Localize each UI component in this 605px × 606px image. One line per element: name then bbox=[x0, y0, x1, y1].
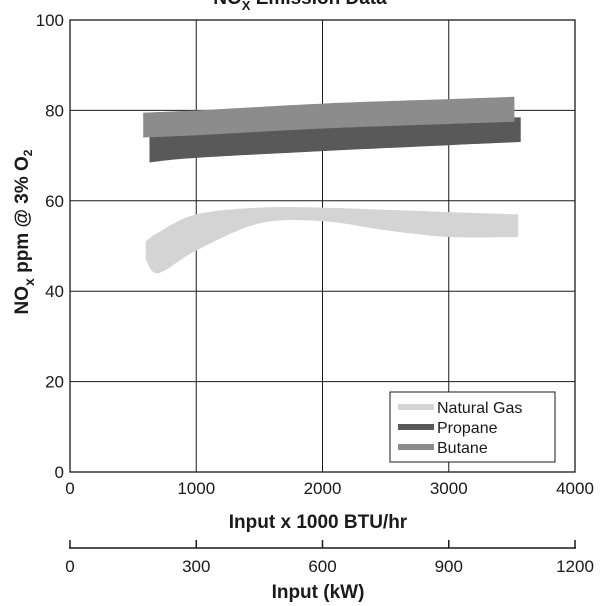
legend-label: Propane bbox=[437, 420, 498, 437]
secondary-axis-label: Input (kW) bbox=[272, 582, 365, 603]
legend-label: Natural Gas bbox=[437, 400, 522, 417]
y-tick-label: 20 bbox=[45, 373, 64, 392]
secondary-tick-label: 900 bbox=[435, 557, 463, 576]
x-tick-label: 4000 bbox=[556, 479, 594, 498]
y-axis-label: NOx ppm @ 3% O2 bbox=[12, 149, 37, 314]
secondary-axis: 0 300 600 900 1200 bbox=[65, 540, 594, 576]
legend: Natural Gas Propane Butane bbox=[389, 391, 556, 463]
x-tick-label: 1000 bbox=[177, 479, 215, 498]
y-tick-label: 60 bbox=[45, 192, 64, 211]
x-tick-label: 0 bbox=[65, 479, 74, 498]
x-tick-label: 2000 bbox=[304, 479, 342, 498]
secondary-tick-label: 600 bbox=[308, 557, 336, 576]
y-tick-label: 40 bbox=[45, 282, 64, 301]
y-axis-ticks: 0 20 40 60 80 100 bbox=[36, 11, 64, 482]
plot-frame bbox=[69, 19, 576, 473]
series-bands bbox=[143, 96, 521, 274]
y-tick-label: 80 bbox=[45, 101, 64, 120]
secondary-tick-label: 0 bbox=[65, 557, 74, 576]
secondary-tick-label: 300 bbox=[182, 557, 210, 576]
x-tick-label: 3000 bbox=[430, 479, 468, 498]
band-butane bbox=[143, 96, 515, 138]
chart-title: NOX Emission Data bbox=[213, 0, 387, 13]
y-tick-label: 100 bbox=[36, 11, 64, 30]
legend-label: Butane bbox=[437, 440, 488, 457]
band-natural-gas bbox=[145, 207, 519, 274]
secondary-tick-label: 1200 bbox=[556, 557, 594, 576]
x-axis-label: Input x 1000 BTU/hr bbox=[229, 512, 408, 533]
y-tick-label: 0 bbox=[55, 463, 64, 482]
x-axis-ticks: 0 1000 2000 3000 4000 bbox=[65, 479, 594, 498]
